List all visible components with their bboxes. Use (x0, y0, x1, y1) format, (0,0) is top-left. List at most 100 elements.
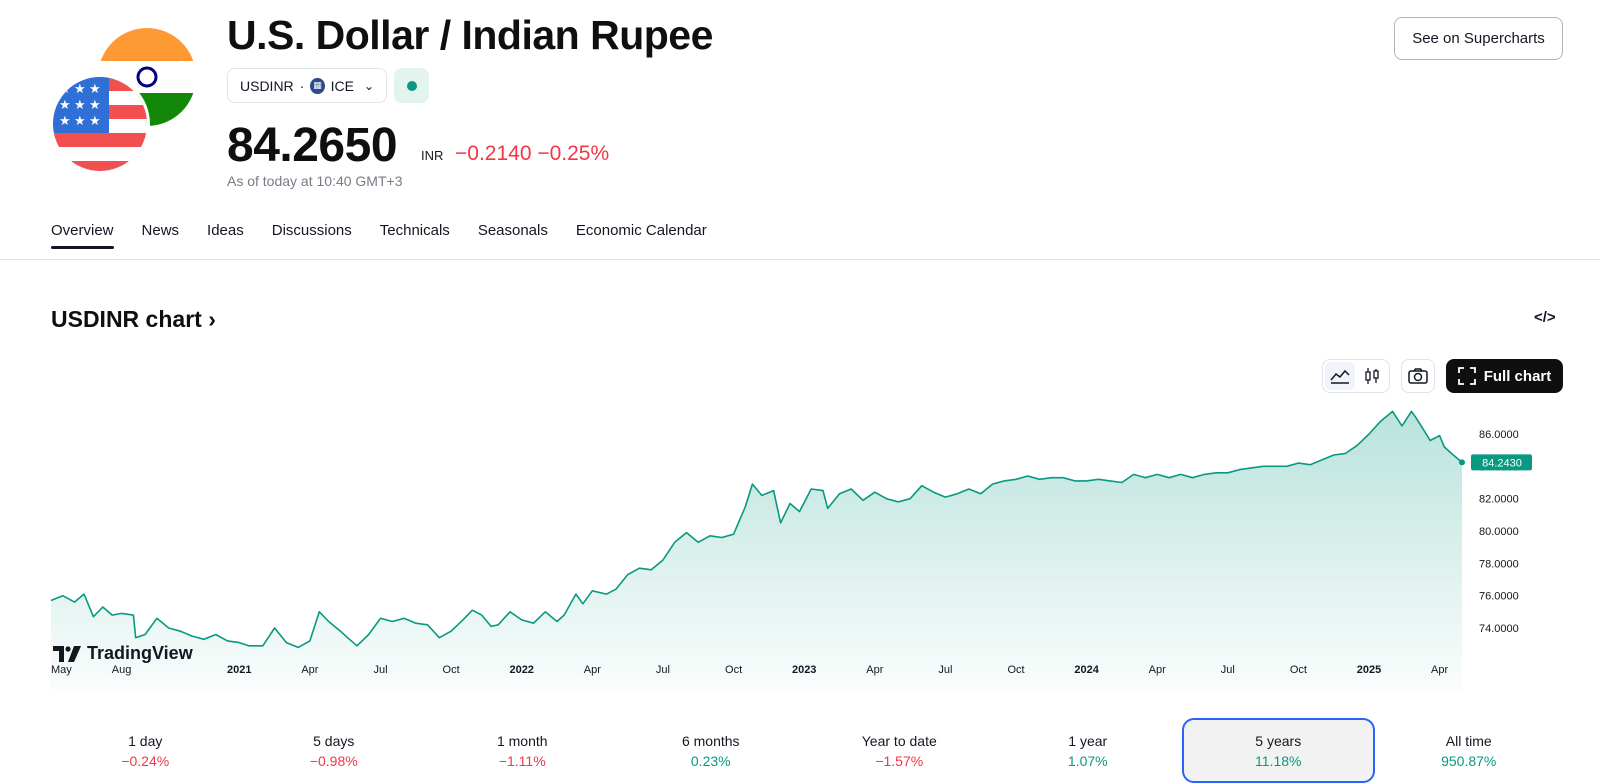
section-tabs: Overview News Ideas Discussions Technicals Se… (51, 222, 707, 249)
tab-news[interactable]: News (141, 222, 180, 239)
tabs-divider (0, 259, 1600, 260)
x-tick-label: Jul (938, 664, 952, 676)
y-tick-label: 76.0000 (1479, 591, 1519, 603)
period-label: Year to date (861, 732, 937, 749)
svg-text:★: ★ (89, 114, 101, 129)
x-tick-label: 2023 (792, 664, 816, 676)
period-year-to-date[interactable]: Year to date −1.57% (805, 718, 994, 783)
area-chart-icon (1330, 369, 1350, 384)
svg-text:★: ★ (74, 82, 86, 97)
separator-dot: · (299, 77, 305, 94)
x-tick-label: Apr (584, 664, 601, 676)
area-chart-button[interactable] (1325, 362, 1355, 390)
x-tick-label: 2022 (509, 664, 533, 676)
period-1-month[interactable]: 1 month −1.11% (428, 718, 617, 783)
period-label: 1 month (496, 732, 548, 749)
x-tick-label: Oct (725, 664, 742, 676)
currency-flags: ★ ★ ★ ★ ★ ★ ★ ★ ★ (50, 28, 200, 178)
fullscreen-icon (1457, 367, 1476, 385)
period-change: 11.18% (1255, 752, 1302, 769)
y-tick-label: 86.0000 (1479, 429, 1519, 441)
see-on-supercharts-button[interactable]: See on Supercharts (1394, 17, 1563, 60)
symbol-exchange-selector[interactable]: USDINR · ▦ ICE ⌄ (227, 68, 387, 103)
market-status-badge[interactable] (394, 68, 429, 103)
x-tick-label: Apr (1149, 664, 1166, 676)
svg-text:★: ★ (89, 82, 101, 97)
camera-icon (1408, 368, 1428, 384)
change-absolute: −0.2140 (455, 142, 532, 165)
candle-chart-button[interactable] (1357, 362, 1387, 390)
x-tick-label: May (51, 664, 72, 676)
period-change: −1.57% (875, 752, 924, 769)
x-tick-label: Apr (866, 664, 883, 676)
period-change: −0.98% (309, 752, 358, 769)
svg-text:★: ★ (89, 98, 101, 113)
exchange-label: ICE (330, 77, 354, 94)
embed-code-icon[interactable]: </> (1534, 309, 1556, 326)
last-price-dot (1459, 459, 1465, 466)
period-change: 950.87% (1441, 752, 1497, 769)
x-tick-label: Jul (1221, 664, 1235, 676)
x-tick-label: 2025 (1357, 664, 1381, 676)
period-1-day[interactable]: 1 day −0.24% (51, 718, 240, 783)
current-price: 84.2650 (227, 119, 398, 172)
period-label: All time (1445, 732, 1492, 749)
symbol-label: USDINR (240, 77, 294, 94)
chart-style-toggle (1322, 359, 1390, 393)
market-open-dot-icon (406, 80, 417, 91)
y-tick-label: 78.0000 (1479, 558, 1519, 570)
period-label: 1 day (128, 732, 163, 749)
full-chart-label: Full chart (1483, 367, 1552, 385)
chart-section-title[interactable]: USDINR chart › (51, 306, 216, 333)
period-change: −1.11% (498, 752, 546, 769)
x-tick-label: 2024 (1074, 664, 1099, 676)
tab-seasonals[interactable]: Seasonals (477, 222, 548, 239)
period-label: 5 days (313, 732, 355, 749)
tab-discussions[interactable]: Discussions (271, 222, 352, 239)
tab-economic-calendar[interactable]: Economic Calendar (575, 222, 707, 239)
exchange-logo-icon: ▦ (310, 77, 325, 94)
svg-text:★: ★ (59, 82, 71, 97)
period-label: 5 years (1255, 732, 1302, 749)
candlestick-icon (1365, 368, 1379, 384)
tab-overview[interactable]: Overview (51, 222, 114, 249)
x-tick-label: Aug (112, 664, 132, 676)
x-tick-label: Oct (443, 664, 460, 676)
chart-title-text: USDINR chart (51, 306, 202, 332)
tradingview-logo-icon (53, 645, 81, 662)
x-tick-label: Apr (301, 664, 318, 676)
svg-text:★: ★ (59, 114, 71, 129)
performance-periods: 1 day −0.24% 5 days −0.98% 1 month −1.11% 6 mo… (51, 718, 1563, 783)
last-price-label: 84.2430 (1482, 457, 1522, 469)
tab-ideas[interactable]: Ideas (207, 222, 244, 239)
period-label: 1 year (1068, 732, 1108, 749)
y-tick-label: 74.0000 (1479, 623, 1519, 635)
snapshot-button[interactable] (1401, 359, 1435, 393)
period-all-time[interactable]: All time 950.87% (1375, 718, 1564, 783)
last-price-badge (1471, 454, 1532, 471)
period-change: 0.23% (690, 752, 731, 769)
period-1-year[interactable]: 1 year 1.07% (994, 718, 1183, 783)
period-5-years[interactable]: 5 years 11.18% (1182, 718, 1375, 783)
tradingview-logo: TradingView (53, 643, 193, 664)
x-tick-label: Apr (1431, 664, 1448, 676)
page-title: U.S. Dollar / Indian Rupee (227, 12, 713, 58)
period-change: −0.24% (121, 752, 170, 769)
price-area-fill (51, 411, 1462, 690)
period-6-months[interactable]: 6 months 0.23% (617, 718, 806, 783)
tab-technicals[interactable]: Technicals (379, 222, 450, 239)
price-timestamp: As of today at 10:40 GMT+3 (227, 173, 403, 189)
period-label: 6 months (681, 732, 740, 749)
period-5-days[interactable]: 5 days −0.98% (240, 718, 429, 783)
x-tick-label: Oct (1290, 664, 1307, 676)
change-percent: −0.25% (537, 142, 610, 165)
x-tick-label: Jul (373, 664, 387, 676)
chevron-down-icon: ⌄ (363, 78, 374, 93)
price-chart[interactable]: 86.000084.000082.000080.000078.000076.00… (0, 400, 1600, 700)
price-series-line (50, 410, 1463, 649)
y-tick-label: 80.0000 (1479, 526, 1519, 538)
full-chart-button[interactable]: Full chart (1446, 359, 1563, 393)
y-tick-label: 82.0000 (1479, 494, 1519, 506)
x-tick-label: Jul (656, 664, 670, 676)
period-change: 1.07% (1067, 752, 1108, 769)
